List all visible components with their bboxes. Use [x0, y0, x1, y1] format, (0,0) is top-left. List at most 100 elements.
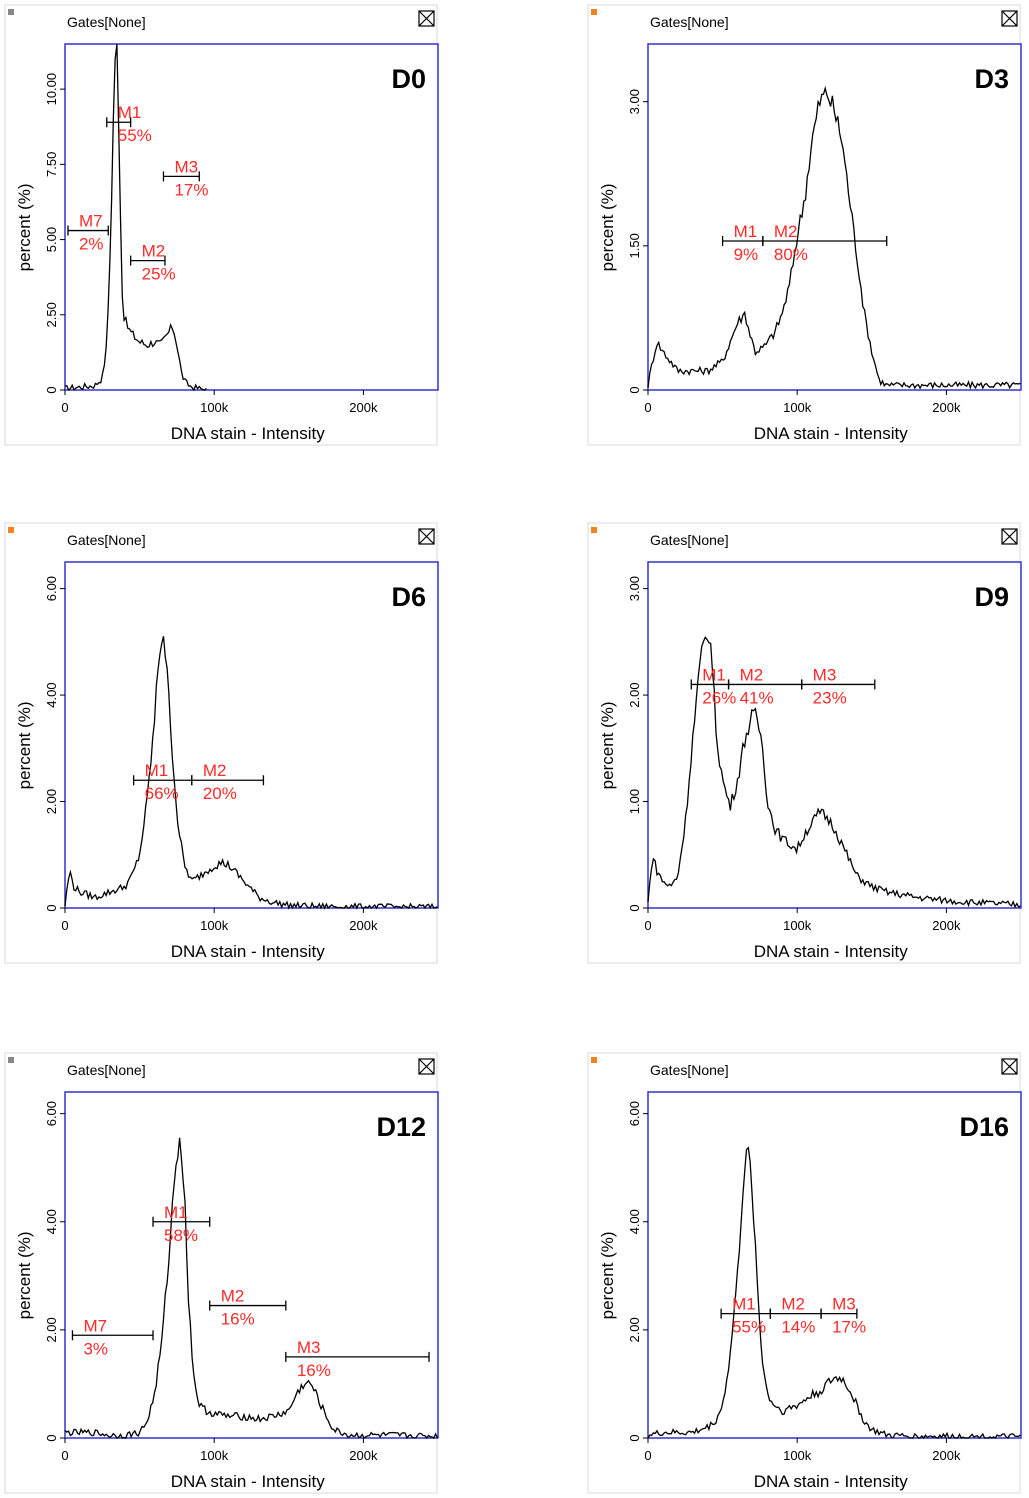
- day-label: D0: [391, 64, 426, 94]
- status-indicator: [591, 9, 597, 15]
- histogram-line: [64, 44, 207, 392]
- day-label: D16: [959, 1112, 1009, 1142]
- x-tick-label: 0: [61, 400, 68, 415]
- marker-name: M1: [145, 761, 169, 780]
- x-tick-label: 100k: [783, 918, 812, 933]
- status-indicator: [8, 1057, 14, 1063]
- histogram-line: [647, 85, 1021, 390]
- x-axis-label: DNA stain - Intensity: [171, 424, 326, 443]
- y-axis-label: percent (%): [598, 1231, 617, 1319]
- x-tick-label: 100k: [200, 1448, 229, 1463]
- gates-label: Gates[None]: [67, 1062, 146, 1078]
- y-tick-label: 2.00: [627, 682, 642, 707]
- marker-m7[interactable]: M72%: [67, 212, 109, 254]
- plot-area: [64, 561, 439, 909]
- chart-panel-d16: Gates[None] 0 100k 200k 0 2.00 4.00 6.00 DNA sta…: [583, 1048, 1023, 1498]
- x-tick-label: 0: [61, 918, 68, 933]
- chart-svg: Gates[None] 0 100k 200k 0 1.00 2.00 3.00 DNA sta…: [587, 522, 1022, 964]
- plot-area: [647, 43, 1022, 391]
- marker-m7[interactable]: M73%: [71, 1316, 154, 1358]
- close-icon[interactable]: [418, 10, 435, 27]
- marker-name: M1: [702, 665, 726, 684]
- y-tick-label: 2.00: [44, 1317, 59, 1342]
- y-tick-label: 3.00: [627, 89, 642, 114]
- marker-name: M2: [142, 242, 166, 261]
- marker-name: M2: [203, 761, 227, 780]
- marker-percent: 2%: [79, 235, 104, 254]
- marker-name: M2: [740, 665, 764, 684]
- marker-percent: 26%: [702, 688, 736, 707]
- plot-area: [64, 43, 439, 391]
- y-tick-label: 5.00: [44, 227, 59, 252]
- marker-percent: 55%: [118, 126, 152, 145]
- status-indicator: [8, 9, 14, 15]
- chart-svg: Gates[None] 0 100k 200k 0 2.50 5.00 7.50 10.00 DN…: [4, 4, 439, 446]
- x-tick-label: 200k: [349, 400, 378, 415]
- x-axis-label: DNA stain - Intensity: [754, 424, 909, 443]
- marker-name: M2: [781, 1295, 805, 1314]
- chart-svg: Gates[None] 0 100k 200k 0 1.50 3.00 DNA stain -…: [587, 4, 1022, 446]
- x-tick-label: 100k: [783, 400, 812, 415]
- chart-panel-d9: Gates[None] 0 100k 200k 0 1.00 2.00 3.00 DNA sta…: [583, 518, 1023, 968]
- y-tick-label: 2.50: [44, 302, 59, 327]
- histogram-line: [64, 1137, 438, 1440]
- x-tick-label: 200k: [932, 918, 961, 933]
- chart-svg: Gates[None] 0 100k 200k 0 2.00 4.00 6.00 DNA sta…: [587, 1052, 1022, 1494]
- x-tick-label: 0: [644, 400, 651, 415]
- gates-label: Gates[None]: [67, 14, 146, 30]
- marker-percent: 9%: [734, 245, 759, 264]
- gates-label: Gates[None]: [67, 532, 146, 548]
- marker-percent: 66%: [145, 784, 179, 803]
- marker-name: M3: [832, 1295, 856, 1314]
- marker-percent: 25%: [142, 265, 176, 284]
- marker-percent: 17%: [832, 1318, 866, 1337]
- close-icon[interactable]: [1001, 528, 1018, 545]
- y-tick-label: 10.00: [44, 73, 59, 106]
- close-icon[interactable]: [418, 1058, 435, 1075]
- x-tick-label: 0: [644, 918, 651, 933]
- histogram-line: [64, 636, 438, 910]
- x-tick-label: 0: [644, 1448, 651, 1463]
- x-tick-label: 100k: [200, 400, 229, 415]
- marker-name: M1: [164, 1203, 188, 1222]
- marker-percent: 80%: [774, 245, 808, 264]
- x-axis-label: DNA stain - Intensity: [754, 942, 909, 961]
- chart-panel-d3: Gates[None] 0 100k 200k 0 1.50 3.00 DNA stain -…: [583, 0, 1023, 450]
- x-tick-label: 0: [61, 1448, 68, 1463]
- marker-percent: 17%: [174, 180, 208, 199]
- y-tick-label: 2.00: [44, 789, 59, 814]
- y-tick-label: 0: [627, 386, 642, 393]
- marker-percent: 23%: [813, 688, 847, 707]
- day-label: D6: [391, 582, 426, 612]
- marker-m1[interactable]: M19%: [721, 222, 764, 264]
- y-tick-label: 0: [44, 1434, 59, 1441]
- y-tick-label: 1.50: [627, 233, 642, 258]
- marker-name: M7: [79, 212, 103, 231]
- histogram-line: [647, 636, 1021, 909]
- y-axis-label: percent (%): [598, 183, 617, 271]
- close-icon[interactable]: [418, 528, 435, 545]
- y-tick-label: 6.00: [627, 1101, 642, 1126]
- x-axis-label: DNA stain - Intensity: [171, 942, 326, 961]
- y-tick-label: 0: [44, 386, 59, 393]
- plot-area: [647, 561, 1022, 909]
- close-icon[interactable]: [1001, 10, 1018, 27]
- x-tick-label: 200k: [932, 400, 961, 415]
- marker-name: M1: [118, 103, 142, 122]
- status-indicator: [8, 527, 14, 533]
- close-icon[interactable]: [1001, 1058, 1018, 1075]
